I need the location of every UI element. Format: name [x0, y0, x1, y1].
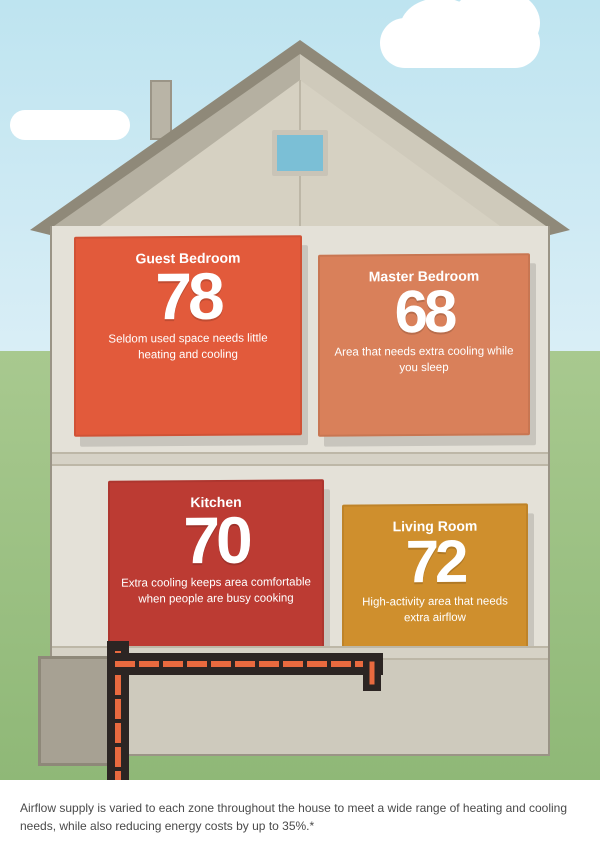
room-temperature: 78	[86, 267, 290, 325]
attic-window	[272, 130, 328, 176]
house-interior: Guest Bedroom 78 Seldom used space needs…	[50, 226, 550, 756]
house: Guest Bedroom 78 Seldom used space needs…	[30, 40, 570, 760]
infographic-scene: Guest Bedroom 78 Seldom used space needs…	[0, 0, 600, 780]
room-temperature: 72	[354, 535, 516, 587]
room-description: Extra cooling keeps area comfortable whe…	[120, 575, 312, 607]
room-master-bedroom: Master Bedroom 68 Area that needs extra …	[318, 253, 530, 436]
floor-divider	[52, 452, 548, 466]
room-guest-bedroom: Guest Bedroom 78 Seldom used space needs…	[74, 235, 302, 437]
room-temperature: 70	[120, 511, 312, 568]
caption-text: Airflow supply is varied to each zone th…	[20, 800, 580, 835]
foundation-block	[38, 656, 128, 766]
room-description: Seldom used space needs little heating a…	[88, 331, 288, 363]
room-temperature: 68	[330, 285, 518, 337]
room-description: High-activity area that needs extra airf…	[354, 594, 516, 626]
room-description: Area that needs extra cooling while you …	[330, 344, 518, 376]
